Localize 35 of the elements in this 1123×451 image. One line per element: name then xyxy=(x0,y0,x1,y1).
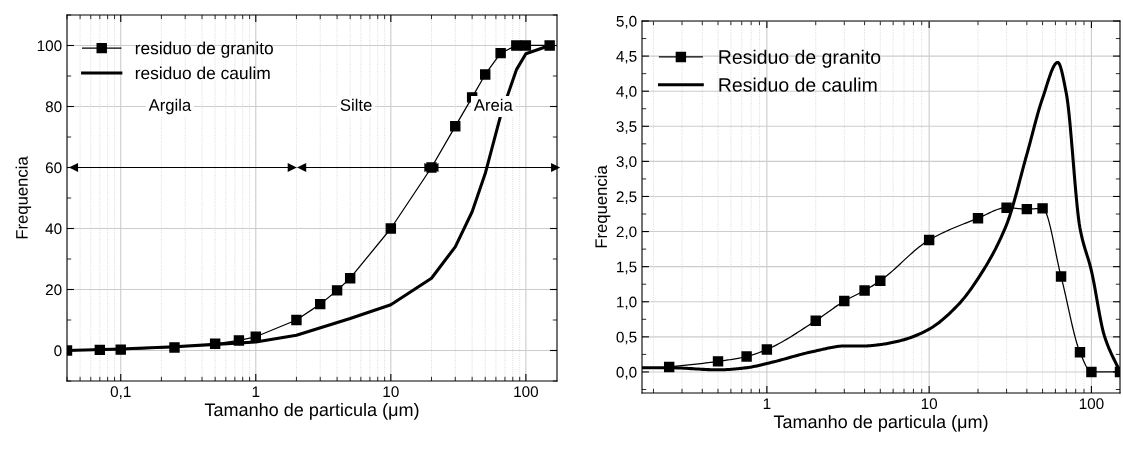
y-tick-label: 20 xyxy=(45,284,62,296)
x-tick-label: 0,1 xyxy=(110,386,131,399)
x-tick-label: 1 xyxy=(763,398,771,409)
x-tick-label: 10 xyxy=(383,386,399,398)
y-tick-label: 100 xyxy=(37,40,62,52)
x-tick-label: 1 xyxy=(252,386,260,397)
x-axis-title: Tamanho de particula (μm) xyxy=(773,414,988,432)
legend-label: residuo de caulim xyxy=(135,66,270,80)
x-tick-label: 10 xyxy=(921,398,938,410)
legend-label: Residuo de granito xyxy=(719,49,881,68)
x-axis-title: Tamanho de particula (μm) xyxy=(204,402,419,420)
y-tick-label: 3,5 xyxy=(616,121,637,134)
y-axis-title: Frequencia xyxy=(594,165,611,248)
y-tick-label: 5,0 xyxy=(616,15,637,29)
x-tick-label: 100 xyxy=(1079,398,1104,410)
annotation: Areia xyxy=(473,98,513,111)
x-tick-label: 100 xyxy=(514,386,539,398)
y-tick-label: 4,5 xyxy=(616,51,637,64)
legend-label: Residuo de caulim xyxy=(719,77,877,92)
legend-label: residuo de granito xyxy=(135,41,273,58)
y-tick-label: 0,5 xyxy=(616,331,637,345)
y-tick-label: 1,0 xyxy=(617,296,637,310)
y-axis-title: Frequencia xyxy=(15,156,32,239)
y-tick-label: 0,0 xyxy=(616,366,637,380)
y-tick-label: 40 xyxy=(45,223,62,235)
y-tick-label: 3,0 xyxy=(616,156,637,169)
annotation: Silte xyxy=(340,98,372,111)
y-tick-label: 80 xyxy=(45,101,62,113)
y-tick-label: 4,0 xyxy=(616,86,637,99)
y-tick-label: 0 xyxy=(54,345,62,357)
y-tick-label: 60 xyxy=(45,162,62,174)
y-tick-label: 2,5 xyxy=(616,191,637,204)
annotation: Argila xyxy=(148,98,192,115)
y-tick-label: 2,0 xyxy=(616,226,637,240)
y-tick-label: 1,5 xyxy=(617,261,637,275)
